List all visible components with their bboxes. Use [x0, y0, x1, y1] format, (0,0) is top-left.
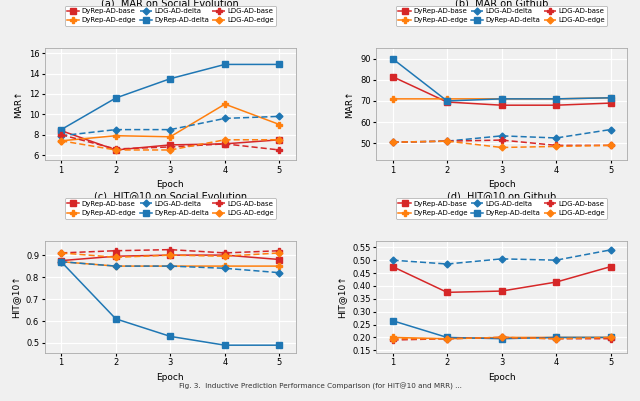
Text: Fig. 3.  Inductive Prediction Performance Comparison (for HIT@10 and MRR) ...: Fig. 3. Inductive Prediction Performance…	[179, 383, 461, 391]
Title: (c)  HIT@10 on Social Evolution: (c) HIT@10 on Social Evolution	[93, 191, 247, 201]
X-axis label: Epoch: Epoch	[157, 180, 184, 189]
X-axis label: Epoch: Epoch	[488, 373, 515, 382]
X-axis label: Epoch: Epoch	[488, 180, 515, 189]
Title: (b)  MAR on Github: (b) MAR on Github	[455, 0, 548, 8]
Y-axis label: HIT@10↑: HIT@10↑	[337, 275, 346, 318]
Title: (a)  MAR on Social Evolution: (a) MAR on Social Evolution	[102, 0, 239, 8]
Legend: DyRep-AD-base, DyRep-AD-edge, LDG-AD-delta, DyRep-AD-delta, LDG-AD-base, LDG-AD-: DyRep-AD-base, DyRep-AD-edge, LDG-AD-del…	[396, 198, 607, 219]
Title: (d)  HIT@10 on Github: (d) HIT@10 on Github	[447, 191, 556, 201]
Legend: DyRep-AD-base, DyRep-AD-edge, LDG-AD-delta, DyRep-AD-delta, LDG-AD-base, LDG-AD-: DyRep-AD-base, DyRep-AD-edge, LDG-AD-del…	[65, 198, 276, 219]
Y-axis label: HIT@10↑: HIT@10↑	[12, 275, 20, 318]
Legend: DyRep-AD-base, DyRep-AD-edge, LDG-AD-delta, DyRep-AD-delta, LDG-AD-base, LDG-AD-: DyRep-AD-base, DyRep-AD-edge, LDG-AD-del…	[396, 6, 607, 26]
Y-axis label: MAR↑: MAR↑	[14, 90, 23, 118]
Y-axis label: MAR↑: MAR↑	[346, 90, 355, 118]
X-axis label: Epoch: Epoch	[157, 373, 184, 382]
Legend: DyRep-AD-base, DyRep-AD-edge, LDG-AD-delta, DyRep-AD-delta, LDG-AD-base, LDG-AD-: DyRep-AD-base, DyRep-AD-edge, LDG-AD-del…	[65, 6, 276, 26]
